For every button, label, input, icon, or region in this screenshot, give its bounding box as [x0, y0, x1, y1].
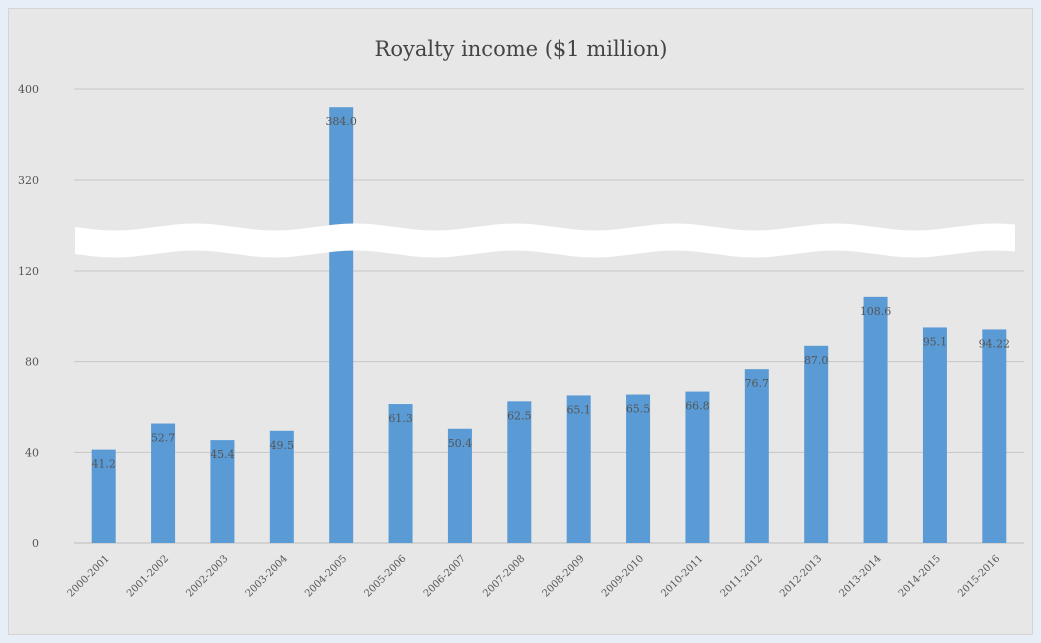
x-tick-label: 2004-2005	[303, 553, 349, 599]
bar	[151, 423, 176, 543]
y-axis-ticks: 0 40 80 120 320 400	[18, 83, 39, 550]
data-label: 384.0	[325, 115, 357, 128]
x-tick-label: 2012-2013	[778, 553, 824, 599]
x-tick-label: 2002-2003	[184, 553, 230, 599]
y-tick-label: 400	[18, 83, 39, 96]
data-labels: 41.2 52.7 45.4 49.5 384.0 61.3 50.4 62.5 65.1 65.…	[91, 115, 1010, 470]
x-tick-label: 2010-2011	[659, 553, 705, 599]
bar	[982, 329, 1007, 543]
data-label: 95.1	[923, 335, 948, 348]
data-label: 52.7	[151, 432, 176, 445]
x-tick-label: 2005-2006	[363, 553, 409, 599]
y-tick-label: 0	[32, 537, 39, 550]
break-band	[75, 223, 1015, 258]
bar	[685, 391, 710, 543]
chart-title: Royalty income ($1 million)	[375, 37, 668, 61]
bar	[447, 428, 472, 543]
x-axis-ticks: 2000-2001 2001-2002 2002-2003 2003-2004 2004…	[66, 553, 1003, 599]
data-label: 66.8	[685, 400, 710, 413]
y-tick-label: 80	[25, 356, 39, 369]
data-label: 65.5	[626, 403, 651, 416]
x-tick-label: 2000-2001	[66, 553, 112, 599]
bar	[922, 327, 947, 543]
y-tick-label: 40	[25, 446, 39, 459]
bar	[566, 395, 591, 543]
data-label: 108.6	[860, 305, 892, 318]
x-tick-label: 2001-2002	[125, 553, 171, 599]
data-label: 94.22	[979, 337, 1011, 350]
data-label: 41.2	[91, 458, 116, 471]
bar	[626, 394, 651, 543]
chart-area: Royalty income ($1 million) 0 40 80 120 320 4…	[8, 8, 1033, 635]
data-label: 61.3	[388, 412, 413, 425]
data-label: 50.4	[448, 437, 473, 450]
bar	[210, 440, 235, 543]
x-tick-label: 2015-2016	[956, 553, 1002, 599]
bar	[329, 107, 354, 543]
bar	[804, 345, 829, 543]
bar	[744, 369, 769, 543]
data-label: 45.4	[210, 448, 235, 461]
x-tick-label: 2008-2009	[541, 553, 587, 599]
bar	[388, 404, 413, 543]
x-tick-label: 2006-2007	[422, 553, 468, 599]
y-tick-label: 120	[18, 265, 39, 278]
x-tick-label: 2009-2010	[600, 553, 646, 599]
x-tick-label: 2003-2004	[244, 553, 290, 599]
bar	[269, 430, 294, 543]
x-tick-label: 2014-2015	[897, 553, 943, 599]
bars	[91, 107, 1007, 543]
axis-break	[75, 223, 1015, 258]
x-tick-label: 2007-2008	[481, 553, 527, 599]
data-label: 76.7	[745, 377, 770, 390]
data-label: 62.5	[507, 409, 532, 422]
x-tick-label: 2013-2014	[838, 553, 884, 599]
bar	[863, 296, 888, 543]
y-tick-label: 320	[18, 174, 39, 187]
data-label: 49.5	[270, 439, 295, 452]
bar	[507, 401, 532, 543]
bar-chart: Royalty income ($1 million) 0 40 80 120 320 4…	[18, 37, 1024, 600]
x-tick-label: 2011-2012	[719, 553, 765, 599]
data-label: 65.1	[566, 403, 591, 416]
data-label: 87.0	[804, 354, 829, 367]
bar	[91, 449, 116, 543]
